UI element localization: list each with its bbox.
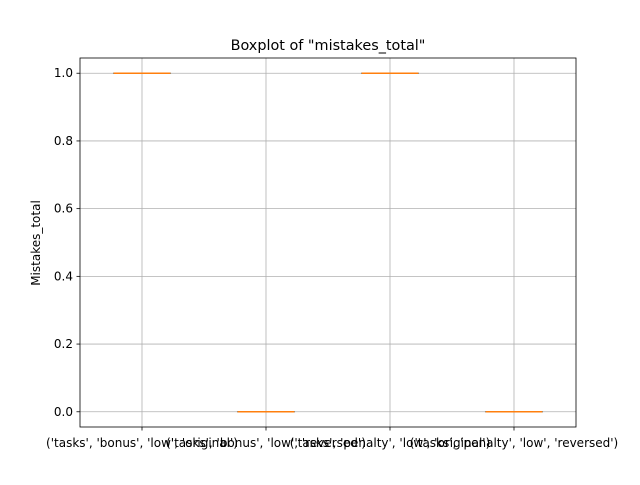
y-tick-label: 0.8 [54,134,73,148]
x-tick-label: ('tasks', 'penalty', 'low', 'reversed') [410,436,618,450]
y-tick-label: 0.6 [54,202,73,216]
axes [77,58,577,431]
box-marks [113,73,542,412]
y-tick-label: 1.0 [54,66,73,80]
axes-frame [80,58,576,427]
y-tick-label: 0.2 [54,337,73,351]
y-tick-label: 0.0 [54,405,73,419]
chart-title: Boxplot of "mistakes_total" [231,38,426,54]
y-axis-label: Mistakes_total [29,200,43,286]
y-tick-label: 0.4 [54,269,73,283]
grid-lines [80,58,576,427]
tick-labels: 0.00.20.40.60.81.0('tasks', 'bonus', 'lo… [46,66,618,450]
